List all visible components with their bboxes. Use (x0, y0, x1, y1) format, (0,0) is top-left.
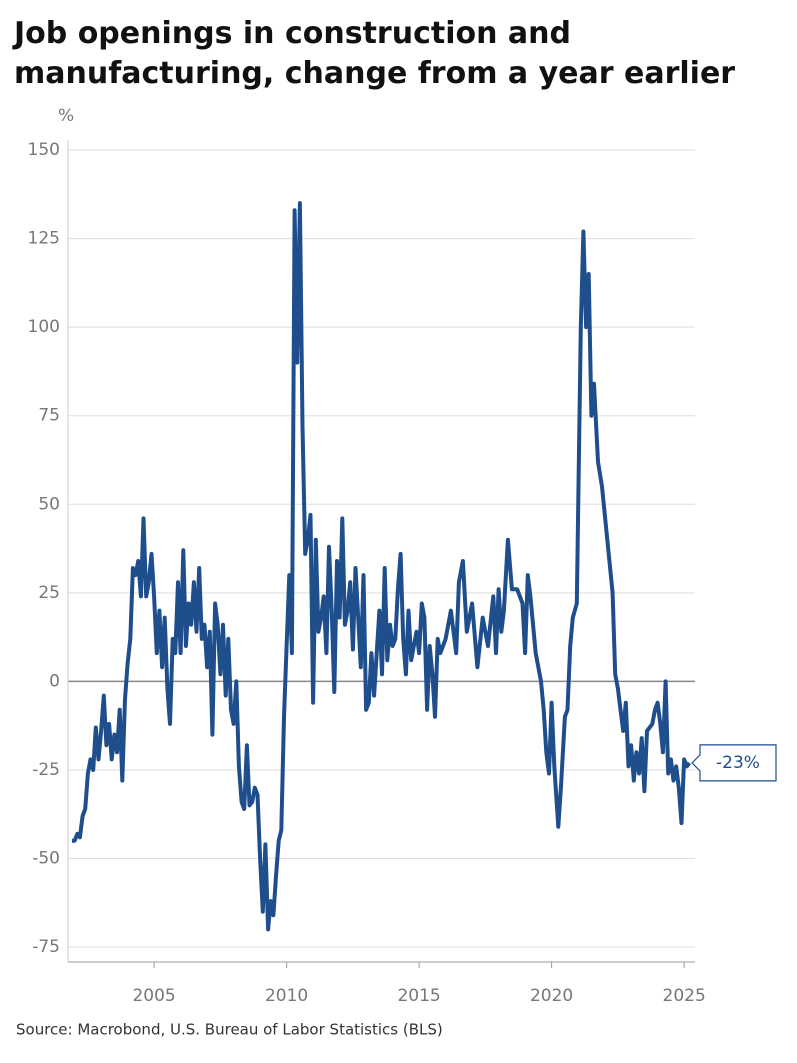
y-tick-label: 150 (28, 140, 60, 160)
chart-title: Job openings in construction and manufac… (14, 16, 736, 91)
x-tick-label: 2025 (663, 986, 706, 1006)
y-tick-label: -50 (32, 849, 60, 869)
data-line (72, 201, 692, 932)
y-tick-label: 100 (28, 317, 60, 337)
y-tick-label: 0 (49, 671, 60, 691)
x-tick-label: 2020 (530, 986, 573, 1006)
x-tick-label: 2015 (397, 986, 440, 1006)
annotation-box (691, 744, 777, 782)
source: Source: Macrobond, U.S. Bureau of Labor … (16, 1021, 443, 1039)
y-tick-label: 75 (38, 406, 60, 426)
y-axis-label: % (58, 106, 74, 126)
annotation: -23% (691, 744, 777, 782)
annotation-label: -23% (716, 753, 760, 773)
x-tick-label: 2010 (265, 986, 308, 1006)
y-tick-label: 50 (38, 494, 60, 514)
y-tick-label: 125 (28, 229, 60, 249)
y-tick-label: -75 (32, 937, 60, 957)
x-tick-label: 2005 (132, 986, 175, 1006)
y-tick-label: 25 (38, 583, 60, 603)
y-tick-label: -25 (32, 760, 60, 780)
